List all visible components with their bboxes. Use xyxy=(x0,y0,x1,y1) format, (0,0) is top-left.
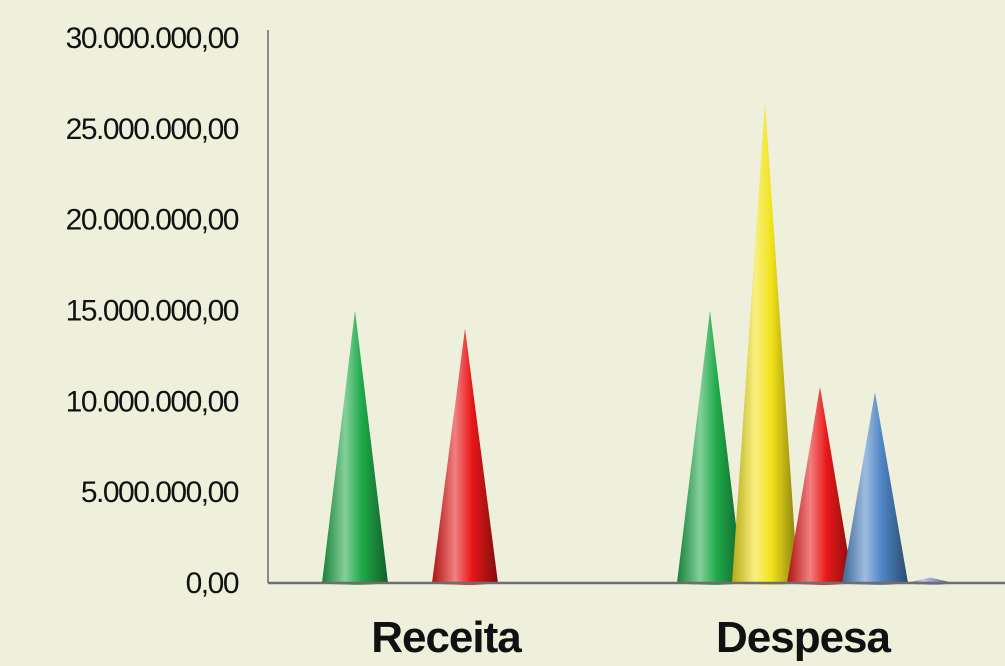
y-tick-label: 30.000.000,00 xyxy=(66,22,239,55)
chart-marks xyxy=(322,101,954,585)
cone-mark xyxy=(432,328,498,585)
cone-mark xyxy=(842,392,908,585)
y-tick-label: 10.000.000,00 xyxy=(66,385,239,418)
y-tick-label: 20.000.000,00 xyxy=(66,204,239,237)
cone-mark xyxy=(787,386,853,585)
cone-mark xyxy=(322,310,388,585)
y-tick-label: 0,00 xyxy=(186,567,239,600)
cone-mark xyxy=(732,101,798,585)
x-category-label: Receita xyxy=(371,613,522,662)
y-tick-label: 25.000.000,00 xyxy=(66,113,239,146)
x-axis: Receita Despesa xyxy=(268,581,1005,662)
cone-mark xyxy=(677,310,743,585)
y-tick-label: 15.000.000,00 xyxy=(66,295,239,328)
x-category-label: Despesa xyxy=(716,613,892,662)
y-tick-label: 5.000.000,00 xyxy=(81,476,239,509)
y-axis: 0,00 5.000.000,00 10.000.000,00 15.000.000,… xyxy=(66,22,269,600)
